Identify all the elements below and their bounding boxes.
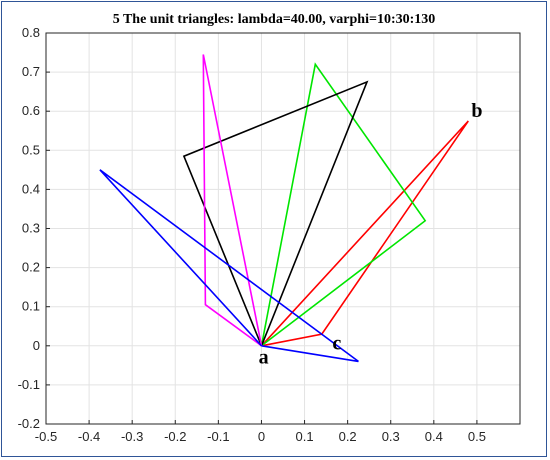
triangle-series-3 [182, 80, 369, 347]
triangle-series-2 [260, 62, 427, 347]
x-tick-label: 0.3 [382, 429, 400, 444]
triangle-series-5 [99, 169, 359, 363]
y-tick-label: 0.3 [22, 221, 40, 236]
y-tick-label: 0.8 [22, 25, 40, 40]
x-tick-label: -0.3 [121, 429, 143, 444]
y-tick-label: 0.7 [22, 64, 40, 79]
triangle-series-4 [202, 54, 263, 347]
y-tick-label: 0.5 [22, 142, 40, 157]
series-group [99, 54, 469, 363]
y-tick-label: 0.6 [22, 103, 40, 118]
x-tick-label: 0.4 [425, 429, 443, 444]
x-tick-label: -0.5 [35, 429, 57, 444]
y-tick-label: 0 [33, 338, 40, 353]
triangle-series-1 [260, 120, 469, 347]
point-label-c: c [332, 333, 341, 355]
chart-title: 5 The unit triangles: lambda=40.00, varp… [113, 12, 436, 27]
x-tick-label: 0.5 [468, 429, 486, 444]
x-tick-label: -0.4 [78, 429, 100, 444]
x-tick-label: -0.2 [164, 429, 186, 444]
grid [45, 32, 520, 425]
y-tick-label: -0.2 [18, 416, 40, 431]
point-label-b: b [471, 100, 482, 122]
x-tick-label: 0.1 [296, 429, 314, 444]
y-tick-label: 0.1 [22, 299, 40, 314]
y-tick-label: -0.1 [18, 377, 40, 392]
x-tick-label: 0 [258, 429, 265, 444]
tick-labels: -0.5 -0.4 -0.3 -0.2 -0.1 0 0.1 0.2 0.3 0.4 0.5 -0.2… [18, 25, 486, 444]
point-labels: a b c [259, 100, 483, 368]
x-tick-label: 0.2 [339, 429, 357, 444]
point-label-a: a [259, 346, 269, 368]
y-tick-label: 0.4 [22, 181, 40, 196]
x-tick-label: -0.1 [207, 429, 229, 444]
y-tick-label: 0.2 [22, 260, 40, 275]
